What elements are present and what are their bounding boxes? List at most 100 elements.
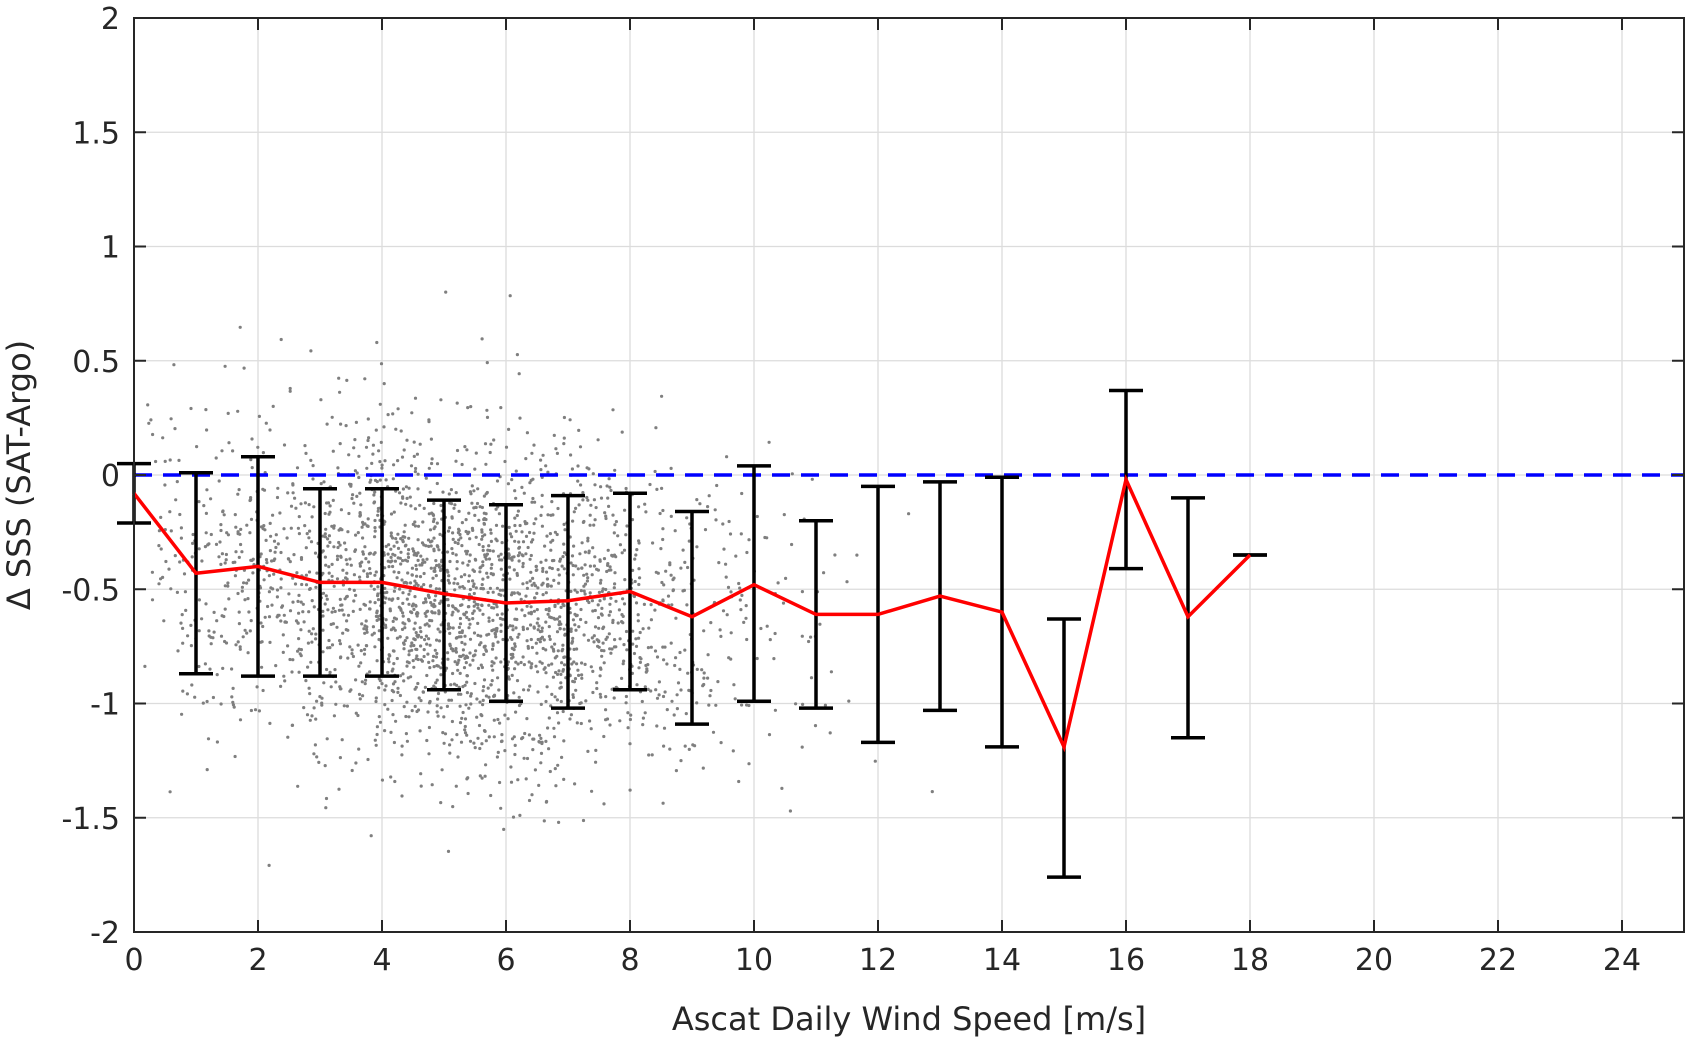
scatter-point [414,563,418,568]
scatter-point [154,459,158,464]
scatter-point [394,617,398,621]
scatter-point [533,500,537,504]
scatter-point [583,550,588,554]
scatter-point [599,496,604,500]
scatter-point [301,602,305,606]
scatter-point [731,749,735,753]
scatter-point [236,591,240,596]
scatter-point [396,532,400,536]
scatter-point [548,769,552,774]
scatter-point [214,456,218,460]
scatter-point [448,559,452,564]
scatter-point [499,629,503,634]
scatter-point [416,681,420,686]
scatter-point [331,449,335,453]
scatter-point [494,537,498,541]
scatter-point [339,422,343,426]
scatter-point [468,537,472,541]
scatter-point [363,545,367,549]
scatter-point [592,498,597,502]
scatter-point [419,635,423,639]
scatter-point [379,440,383,444]
scatter-point [556,763,560,767]
scatter-point [238,718,243,722]
scatter-point [516,662,520,666]
scatter-point [586,539,590,543]
scatter-point [662,726,667,730]
scatter-point [665,708,669,712]
scatter-point [471,584,475,589]
scatter-point [461,710,465,715]
scatter-point [366,438,370,443]
scatter-point [544,591,548,595]
scatter-point [622,548,627,552]
scatter-point [357,475,361,480]
scatter-point [501,524,505,528]
scatter-point [377,629,381,633]
scatter-point [542,819,546,823]
scatter-point [466,563,470,567]
scatter-point [559,672,563,677]
scatter-point [362,627,366,631]
scatter-point [407,548,411,552]
scatter-point [495,755,499,759]
scatter-point [433,566,437,570]
scatter-point [324,594,328,598]
scatter-point [637,636,641,640]
scatter-point [478,608,482,612]
scatter-point [402,448,406,452]
scatter-point [219,523,223,527]
scatter-point [616,534,620,538]
scatter-point [606,563,610,568]
scatter-point [646,687,650,692]
scatter-point [259,525,264,529]
scatter-point [525,756,530,761]
scatter-point [383,601,387,605]
scatter-point [487,632,491,636]
scatter-point [398,674,403,678]
scatter-point [349,688,353,692]
scatter-point [391,619,395,624]
scatter-point [562,663,567,667]
scatter-point [167,567,171,571]
scatter-point [483,553,487,557]
scatter-point [281,633,285,637]
scatter-point [143,664,147,669]
scatter-point [620,551,624,555]
scatter-point [651,541,655,545]
x-tick-label: 10 [735,943,773,978]
scatter-point [559,605,563,610]
scatter-point [340,738,344,742]
scatter-point [378,720,383,724]
scatter-point [717,561,721,565]
scatter-point [439,623,443,627]
scatter-point [309,458,313,462]
scatter-point [491,573,495,577]
scatter-point [472,600,476,604]
scatter-point [612,696,616,700]
scatter-point [541,566,545,571]
scatter-point [545,799,549,804]
scatter-point [478,570,482,574]
scatter-point [477,542,481,547]
scatter-point [430,539,434,543]
scatter-point [371,452,375,456]
scatter-point [588,564,593,568]
scatter-point [445,704,449,709]
scatter-point [419,784,423,788]
scatter-point [733,697,737,701]
scatter-point [549,616,554,620]
scatter-point [424,634,428,638]
scatter-point [734,554,738,558]
scatter-point [602,649,606,653]
scatter-point [549,548,553,552]
scatter-point [547,747,551,751]
scatter-point [738,586,742,590]
scatter-point [516,778,520,782]
scatter-point [520,737,524,741]
scatter-point [310,640,314,644]
scatter-point [328,670,332,675]
scatter-point [268,521,272,526]
scatter-point [497,592,501,597]
scatter-point [237,488,241,492]
